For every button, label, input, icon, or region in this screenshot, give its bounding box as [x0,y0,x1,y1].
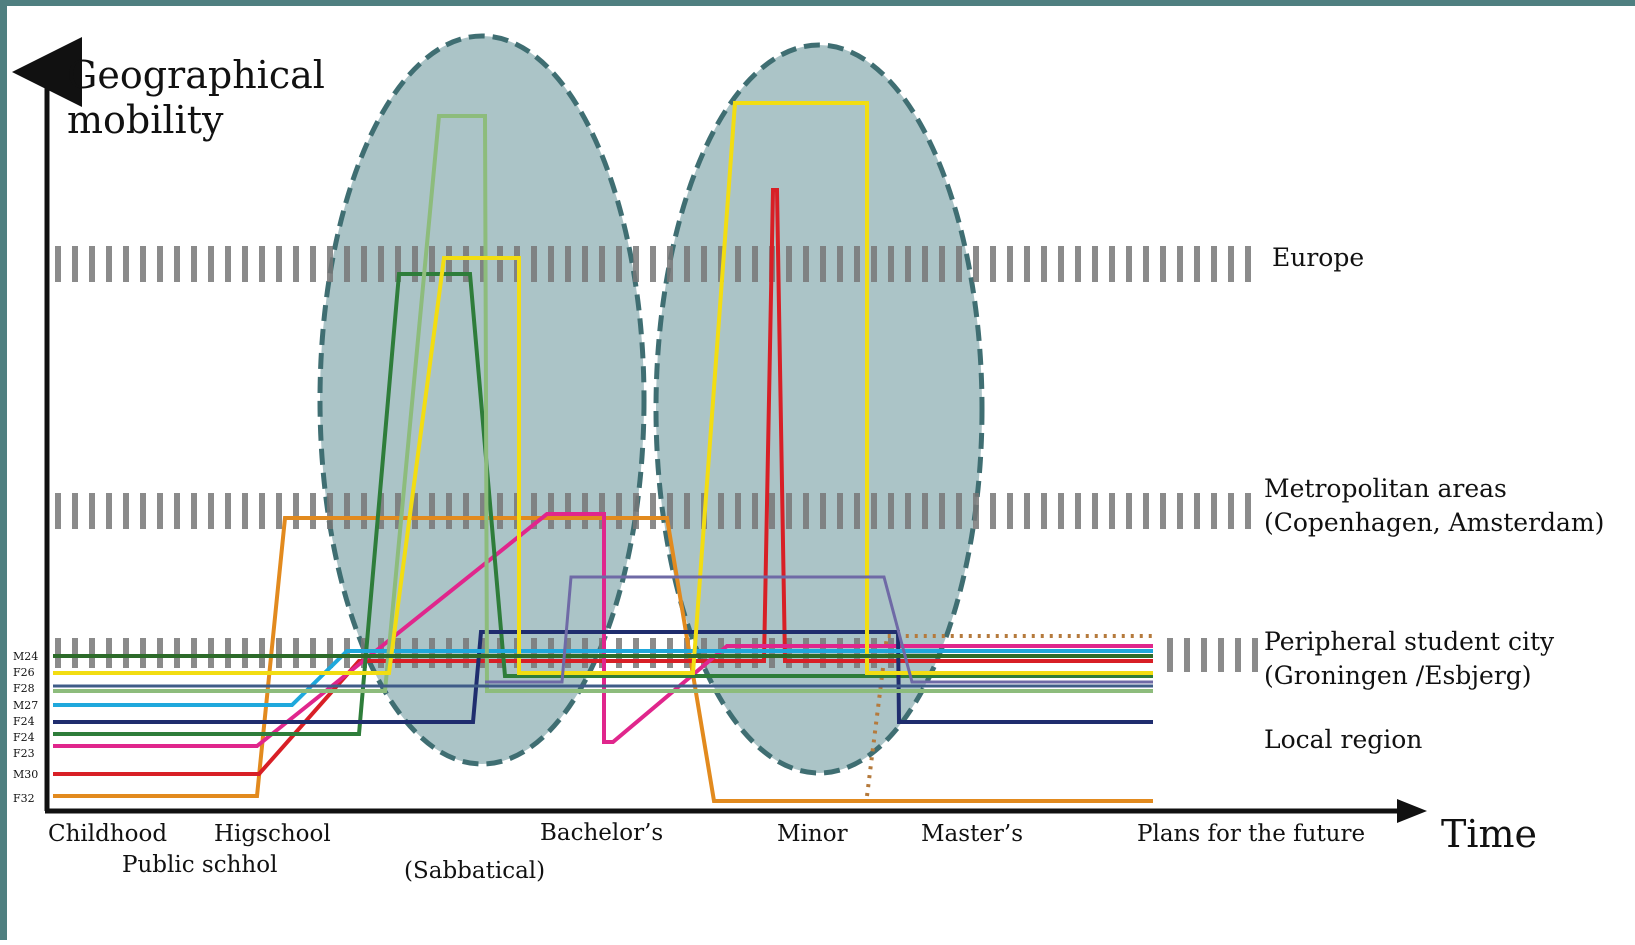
peripheral-label-line2: (Groningen /Esbjerg) [1264,661,1532,690]
local-region-label: Local region [1264,725,1422,754]
phase-sabbatical: (Sabbatical) [404,858,545,884]
trajectory-f28 [53,114,1153,693]
trajectory-m27 [53,649,1153,707]
phase-highschool: Higschool [214,821,331,847]
trajectory-m30 [53,188,1153,776]
figure-canvas: Geographical mobility Time Europe Metrop… [7,6,1635,940]
europe-label: Europe [1272,243,1364,272]
trajectory-f32 [53,516,1153,803]
trajectory-lavender [485,575,1153,684]
peripheral-label-line1: Peripheral student city [1264,627,1555,656]
participant-label: F28 [13,682,35,695]
minor-ellipse [653,42,985,776]
phase-masters: Master’s [921,821,1023,847]
trajectory-f23 [53,512,1153,748]
trajectory-f24-green [53,272,1153,736]
trajectory-f26 [53,101,1153,675]
y-axis-title-line2: mobility [67,98,224,142]
phase-childhood: Childhood [48,821,167,847]
y-axis-title-line1: Geographical [67,53,325,97]
x-axis-arrowhead [1397,799,1427,823]
x-axis-title: Time [1441,812,1537,856]
participant-label: F32 [13,792,35,805]
participant-label: F24 [13,731,35,744]
participant-label: M27 [13,699,38,712]
participant-label: F26 [13,666,35,679]
participant-label: M30 [13,768,38,781]
metropolitan-label-line2: (Copenhagen, Amsterdam) [1264,508,1604,537]
mobility-diagram: Geographical mobility Time Europe Metrop… [12,33,1604,884]
phase-public-school: Public schhol [122,852,277,878]
phase-minor: Minor [777,821,848,847]
phase-future: Plans for the future [1137,821,1365,847]
participant-label: F24 [13,715,35,728]
phase-bachelors: Bachelor’s [540,820,663,846]
trajectory-f24-navy [53,630,1153,724]
metropolitan-label-line1: Metropolitan areas [1264,474,1507,503]
participant-label: F23 [13,747,35,760]
participant-label: M24 [13,650,38,663]
